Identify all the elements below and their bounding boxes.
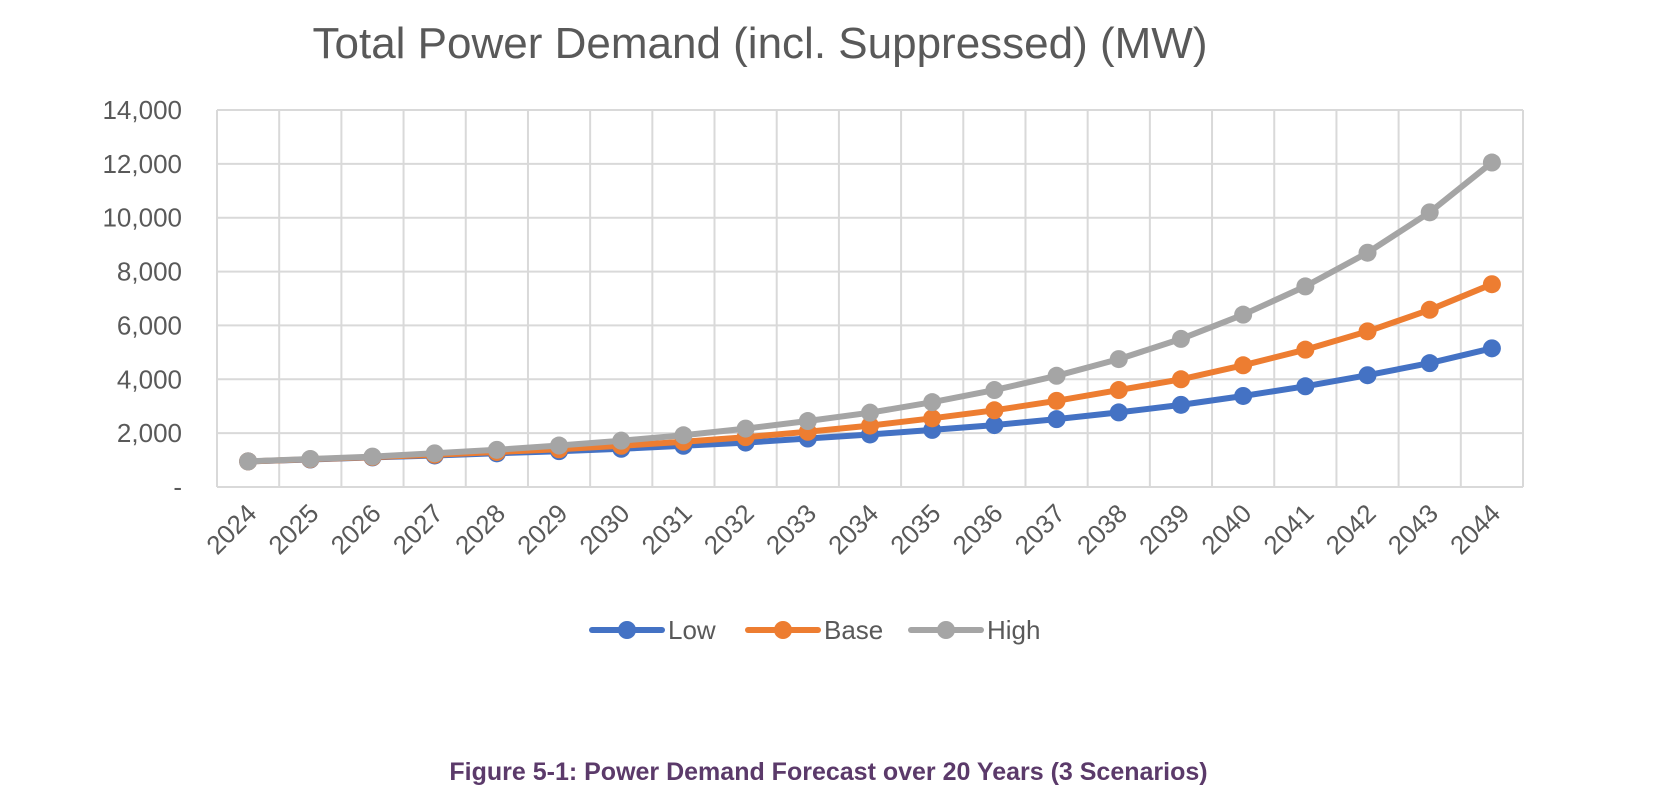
y-tick-label: 6,000	[117, 310, 182, 340]
data-point-high	[425, 444, 444, 463]
data-point-low	[1047, 410, 1066, 429]
data-point-high	[1109, 350, 1128, 369]
data-point-low	[1109, 403, 1128, 422]
data-point-low	[1171, 395, 1190, 414]
y-tick-label: 12,000	[102, 149, 182, 179]
data-point-high	[301, 449, 320, 468]
x-tick-label: 2038	[1071, 498, 1133, 560]
data-point-base	[1296, 340, 1315, 359]
data-point-low	[1482, 339, 1501, 358]
data-point-high	[1420, 203, 1439, 222]
data-point-base	[1234, 356, 1253, 375]
x-tick-label: 2037	[1009, 498, 1071, 560]
x-tick-label: 2032	[698, 498, 760, 560]
data-point-base	[1482, 275, 1501, 294]
data-point-high	[487, 440, 506, 459]
data-point-low	[1420, 354, 1439, 373]
data-point-base	[1358, 322, 1377, 341]
legend: Low Base High	[589, 615, 1040, 645]
data-point-base	[1109, 381, 1128, 400]
legend-marker-low	[618, 621, 636, 639]
data-point-high	[985, 381, 1004, 400]
x-tick-label: 2034	[822, 498, 884, 560]
y-tick-label: 10,000	[102, 203, 182, 233]
x-tick-label: 2026	[325, 498, 387, 560]
legend-label-low: Low	[668, 615, 716, 645]
y-tick-label: 2,000	[117, 418, 182, 448]
data-point-base	[923, 409, 942, 428]
data-point-high	[861, 403, 879, 422]
data-point-high	[363, 447, 382, 466]
x-tick-label: 2031	[636, 498, 698, 560]
legend-label-base: Base	[824, 615, 883, 645]
data-point-high	[736, 419, 755, 438]
figure-caption: Figure 5-1: Power Demand Forecast over 2…	[449, 758, 1208, 786]
data-point-high	[612, 431, 631, 450]
data-point-base	[861, 416, 879, 435]
data-point-high	[1358, 243, 1377, 262]
legend-label-high: High	[987, 615, 1040, 645]
data-point-base	[985, 401, 1004, 420]
data-point-base	[1047, 391, 1066, 410]
x-tick-label: 2028	[449, 498, 511, 560]
data-point-high	[550, 436, 569, 455]
x-tick-label: 2036	[947, 498, 1009, 560]
x-tick-label: 2024	[200, 498, 262, 560]
y-tick-label: 8,000	[117, 257, 182, 287]
data-point-high	[798, 412, 817, 431]
data-point-high	[1296, 277, 1315, 296]
x-tick-label: 2044	[1444, 498, 1506, 560]
data-point-low	[1234, 386, 1253, 405]
data-point-high	[674, 426, 693, 445]
x-tick-label: 2043	[1382, 498, 1444, 560]
legend-marker-high	[937, 621, 955, 639]
data-point-low	[1296, 377, 1315, 396]
x-tick-label: 2027	[387, 498, 449, 560]
data-point-low	[1358, 366, 1377, 385]
data-point-high	[1234, 305, 1253, 324]
y-tick-label: -	[173, 472, 182, 502]
data-point-low	[985, 416, 1004, 435]
x-tick-label: 2029	[511, 498, 573, 560]
y-tick-label: 14,000	[102, 95, 182, 125]
x-tick-label: 2040	[1195, 498, 1257, 560]
plot-area: - 2,000 4,000 6,000 8,000 10,000 12,000 14,000 2…	[102, 95, 1524, 560]
x-tick-label: 2033	[760, 498, 822, 560]
data-point-high	[239, 452, 258, 471]
y-tick-label: 4,000	[117, 364, 182, 394]
x-tick-label: 2035	[884, 498, 946, 560]
data-point-base	[1171, 370, 1190, 389]
x-tick-label: 2025	[262, 498, 324, 560]
x-tick-label: 2030	[573, 498, 635, 560]
x-tick-label: 2039	[1133, 498, 1195, 560]
data-point-high	[1171, 329, 1190, 348]
data-point-high	[923, 393, 942, 412]
chart-title: Total Power Demand (incl. Suppressed) (M…	[313, 19, 1208, 68]
data-point-base	[1420, 300, 1439, 319]
data-point-high	[1047, 366, 1066, 385]
data-point-high	[1482, 153, 1501, 172]
x-tick-label: 2041	[1257, 498, 1319, 560]
legend-marker-base	[774, 621, 792, 639]
x-tick-label: 2042	[1320, 498, 1382, 560]
